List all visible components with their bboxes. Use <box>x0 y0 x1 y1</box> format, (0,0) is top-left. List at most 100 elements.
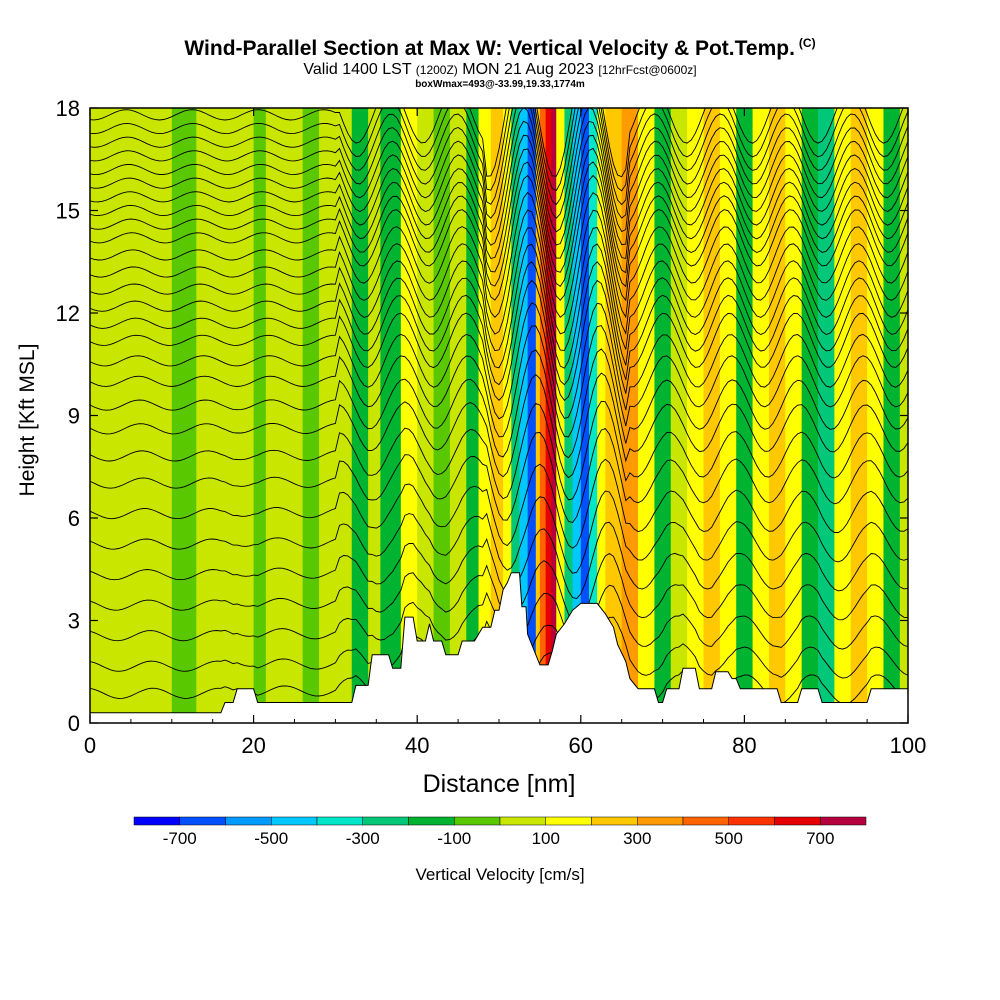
theta-contour <box>90 302 908 420</box>
theta-contour <box>90 552 908 625</box>
velocity-band <box>580 108 590 723</box>
theta-contour <box>90 521 908 600</box>
colorbar-swatch <box>271 816 318 826</box>
velocity-band <box>90 108 173 723</box>
velocity-band <box>519 108 529 723</box>
colorbar-swatch <box>133 816 180 826</box>
colorbar-swatch <box>637 816 684 826</box>
velocity-band <box>703 108 721 723</box>
theta-contour <box>90 174 908 302</box>
y-tick-label: 12 <box>56 301 80 326</box>
colorbar-tick-label: -100 <box>437 829 471 848</box>
theta-contour <box>90 348 908 459</box>
velocity-band <box>503 108 512 723</box>
velocity-band <box>785 108 803 723</box>
theta-contour <box>90 616 908 679</box>
y-tick-label: 15 <box>56 199 80 224</box>
valid-utc: (1200Z) <box>415 63 458 77</box>
theta-contour <box>90 108 908 219</box>
velocity-band <box>572 108 582 723</box>
chart-title: Wind-Parallel Section at Max W: Vertical… <box>184 36 816 60</box>
velocity-band <box>588 108 598 723</box>
velocity-band <box>351 108 369 723</box>
theta-contour <box>90 161 908 288</box>
velocity-band <box>899 108 908 723</box>
theta-contour <box>90 261 908 386</box>
velocity-band <box>883 108 901 723</box>
colorbar-swatch <box>499 816 546 826</box>
chart-subtitle: Valid 1400 LST (1200Z) MON 21 Aug 2023 [… <box>0 61 1000 79</box>
colorbar-swatch <box>408 816 455 826</box>
colorbar-swatch <box>179 816 226 826</box>
velocity-band <box>638 108 656 723</box>
velocity-band <box>417 108 435 723</box>
theta-contour <box>90 209 908 336</box>
velocity-band <box>171 108 197 723</box>
velocity-band <box>400 108 418 723</box>
forecast-info: [12hrFcst@0600z] <box>598 63 697 77</box>
x-tick-label: 100 <box>890 733 927 758</box>
velocity-band <box>597 108 606 723</box>
colorbar-swatch <box>591 816 638 826</box>
colorbar-swatch <box>316 816 363 826</box>
colorbar-swatch <box>820 816 867 826</box>
velocity-band <box>834 108 852 723</box>
velocity-band <box>564 108 574 723</box>
colorbar-swatch <box>362 816 409 826</box>
velocity-band <box>433 108 451 723</box>
colorbar-swatch <box>774 816 821 826</box>
box-info: boxWmax=493@-33.99,19.33,1774m <box>415 79 585 90</box>
theta-contour <box>90 400 908 501</box>
theta-contour <box>90 134 908 260</box>
velocity-band <box>196 108 255 723</box>
theta-contour <box>90 584 908 650</box>
velocity-band <box>736 108 754 723</box>
velocity-band <box>319 108 353 723</box>
velocity-band <box>818 108 835 723</box>
theta-contour <box>90 108 908 233</box>
y-tick-label: 6 <box>68 506 80 531</box>
colorbar-tick-label: 100 <box>532 829 560 848</box>
theta-contour <box>90 458 908 549</box>
velocity-band <box>670 108 688 723</box>
x-axis-label: Distance [nm] <box>423 770 576 798</box>
plot-frame <box>89 107 909 724</box>
velocity-band <box>539 108 547 723</box>
terrain-mask <box>90 572 908 723</box>
y-tick-label: 0 <box>68 711 80 736</box>
velocity-band <box>752 108 770 723</box>
y-tick-label: 18 <box>56 96 80 121</box>
velocity-band <box>302 108 320 723</box>
velocity-band <box>551 108 557 723</box>
x-tick-label: 20 <box>241 733 265 758</box>
theta-contour <box>90 279 908 401</box>
theta-contour <box>90 120 908 246</box>
velocity-band <box>535 108 541 723</box>
colorbar-tick-label: 500 <box>715 829 743 848</box>
colorbar-label: Vertical Velocity [cm/s] <box>415 865 584 884</box>
theta-contour <box>90 372 908 479</box>
theta-contour <box>90 243 908 369</box>
velocity-band <box>850 108 868 723</box>
velocity-band <box>867 108 885 723</box>
x-tick-label: 60 <box>569 733 593 758</box>
colorbar-tick-label: -500 <box>254 829 288 848</box>
x-tick-label: 0 <box>84 733 96 758</box>
x-tick-label: 40 <box>405 733 429 758</box>
velocity-band <box>265 108 304 723</box>
valid-date: MON 21 Aug 2023 <box>462 61 594 78</box>
y-axis-label: Height [Kft MSL] <box>16 344 39 497</box>
theta-contour <box>90 490 908 574</box>
velocity-band <box>545 108 552 723</box>
copyright-mark: (C) <box>798 36 816 50</box>
colorbar-swatch <box>225 816 272 826</box>
colorbar-tick-label: 300 <box>623 829 651 848</box>
theta-contour <box>90 325 908 438</box>
theta-contour <box>90 427 908 524</box>
theta-contour <box>90 147 908 274</box>
velocity-band <box>768 108 786 723</box>
velocity-band <box>368 108 381 723</box>
velocity-band <box>801 108 819 723</box>
theta-contour <box>90 644 908 705</box>
theta-contour <box>90 108 908 206</box>
